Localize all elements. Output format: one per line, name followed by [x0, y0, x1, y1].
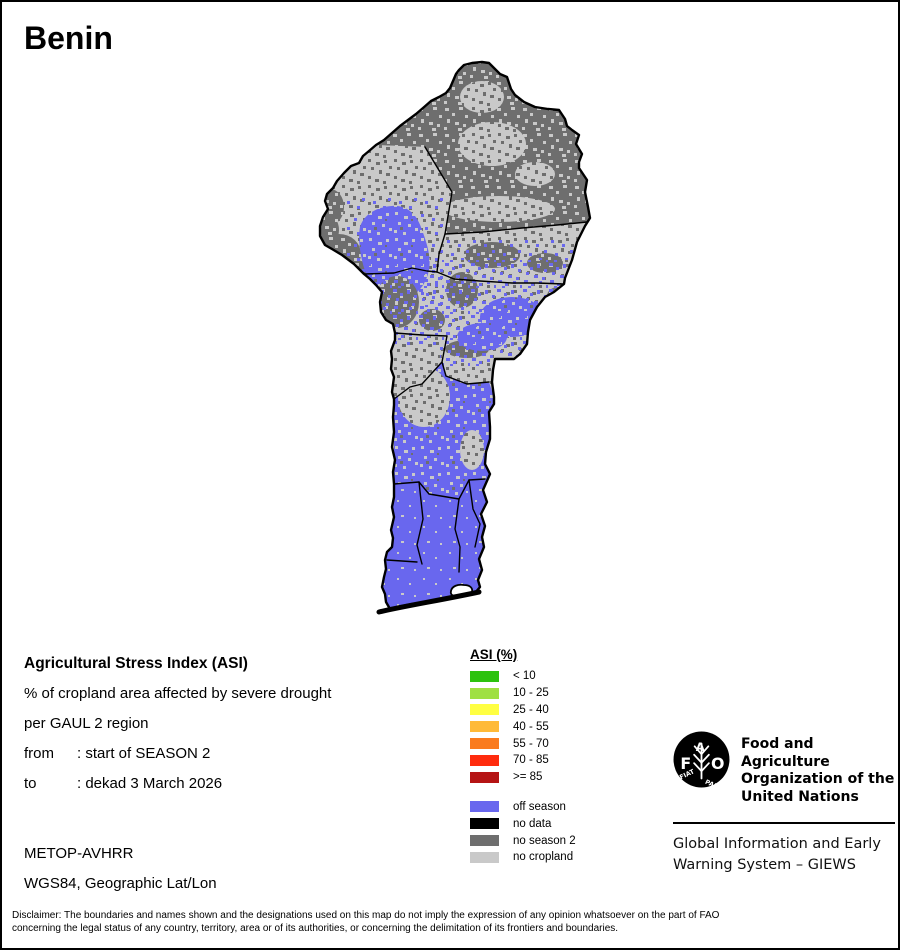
map-patch-no-cropland	[458, 122, 526, 166]
legend-asi-classes: < 10 10 - 25 25 - 40 40 - 55	[470, 668, 670, 786]
legend-item: 25 - 40	[470, 702, 670, 719]
fao-logo-letter-o: O	[711, 754, 724, 773]
legend-item-label: off season	[513, 800, 566, 813]
map-coastline	[376, 589, 482, 615]
legend-item-label: no season 2	[513, 834, 576, 847]
fao-name-line: Food and Agriculture	[741, 736, 830, 770]
fao-block: A F O FIAT PANIS Food and Agriculture Org…	[673, 728, 895, 876]
asi-subtitle-2: per GAUL 2 region	[24, 715, 149, 732]
legend-color-swatch	[470, 721, 499, 733]
fao-name-line: Organization of the	[741, 771, 895, 787]
giews-name: Global Information and Early Warning Syst…	[673, 834, 895, 876]
legend-item-label: 25 - 40	[513, 703, 549, 716]
map-patch-no-cropland	[443, 196, 555, 222]
from-label: from	[24, 745, 54, 762]
legend-color-swatch	[470, 670, 499, 682]
legend-color-swatch	[470, 738, 499, 750]
legend-item: < 10	[470, 668, 670, 685]
legend-title: ASI (%)	[470, 647, 518, 662]
legend-color-swatch	[470, 835, 499, 847]
to-value: : dekad 3 March 2026	[77, 775, 223, 792]
legend-item: 40 - 55	[470, 718, 670, 735]
to-label: to	[24, 775, 37, 792]
legend-color-swatch	[470, 818, 499, 830]
legend-item: 10 - 25	[470, 685, 670, 702]
map-patch-no-cropland	[460, 81, 504, 113]
map-admin-boundaries	[363, 146, 588, 573]
disclaimer-text: Disclaimer: The boundaries and names sho…	[12, 910, 894, 935]
fao-divider	[673, 822, 895, 824]
fao-logo-icon: A F O FIAT PANIS	[673, 731, 730, 788]
map-patch-no-cropland	[460, 430, 484, 470]
map-patch-no-cropland	[515, 162, 555, 186]
map-legend: ASI (%) < 10 10 - 25 25 - 40	[470, 647, 670, 866]
fao-name-line: United Nations	[741, 788, 859, 805]
legend-color-swatch	[470, 801, 499, 813]
fao-header: A F O FIAT PANIS Food and Agriculture Org…	[673, 728, 895, 806]
fao-name: Food and Agriculture Organization of the U…	[741, 736, 895, 806]
fao-logo-letter-f: F	[680, 754, 691, 773]
map-patch-no-cropland	[398, 367, 450, 427]
map-speckle-off-season	[440, 336, 570, 366]
legend-item: 55 - 70	[470, 735, 670, 752]
legend-item: no season 2	[470, 832, 670, 849]
legend-item-label: no cropland	[513, 851, 574, 864]
disclaimer-line: Disclaimer: The boundaries and names sho…	[12, 910, 720, 921]
legend-item-label: 70 - 85	[513, 754, 549, 767]
giews-name-line: Warning System – GIEWS	[673, 857, 856, 873]
legend-item-label: 55 - 70	[513, 737, 549, 750]
period-to: to : dekad 3 March 2026	[24, 769, 331, 799]
legend-color-swatch	[470, 704, 499, 716]
legend-item: no data	[470, 815, 670, 832]
legend-color-swatch	[470, 687, 499, 699]
map-patch-off-season	[531, 320, 563, 344]
legend-item-label: >= 85	[513, 771, 543, 784]
legend-status-classes: off season no data no season 2 no cropla…	[470, 799, 670, 866]
map-raster-layers	[320, 62, 590, 609]
legend-item-label: no data	[513, 817, 552, 830]
legend-color-swatch	[470, 754, 499, 766]
legend-item: >= 85	[470, 769, 670, 786]
fao-logo-motto-right: PANIS	[704, 779, 727, 788]
legend-item: no cropland	[470, 849, 670, 866]
page-title: Benin	[24, 20, 113, 56]
legend-item: 70 - 85	[470, 752, 670, 769]
legend-item-label: 40 - 55	[513, 720, 549, 733]
projection-name: WGS84, Geographic Lat/Lon	[24, 875, 217, 892]
fao-logo-letter-a: A	[696, 740, 705, 754]
asi-heading: Agricultural Stress Index (ASI)	[24, 655, 248, 672]
legend-color-swatch	[470, 851, 499, 863]
map-speckle-off-season	[445, 235, 587, 260]
legend-item-label: 10 - 25	[513, 687, 549, 700]
from-value: : start of SEASON 2	[77, 745, 211, 762]
legend-item: off season	[470, 799, 670, 816]
map-region-south-off-season	[382, 474, 490, 609]
asi-subtitle-1: % of cropland area affected by severe dr…	[24, 685, 332, 702]
map-metadata: METOP-AVHRR WGS84, Geographic Lat/Lon	[24, 839, 217, 899]
legend-item-label: < 10	[513, 670, 536, 683]
giews-name-line: Global Information and Early	[673, 836, 881, 852]
legend-color-swatch	[470, 771, 499, 783]
sensor-name: METOP-AVHRR	[24, 845, 134, 862]
map-description: Agricultural Stress Index (ASI) % of cro…	[24, 649, 331, 799]
map-country-outline	[318, 60, 592, 611]
disclaimer-line: concerning the legal status of any count…	[12, 922, 619, 934]
period-from: from : start of SEASON 2	[24, 739, 331, 769]
